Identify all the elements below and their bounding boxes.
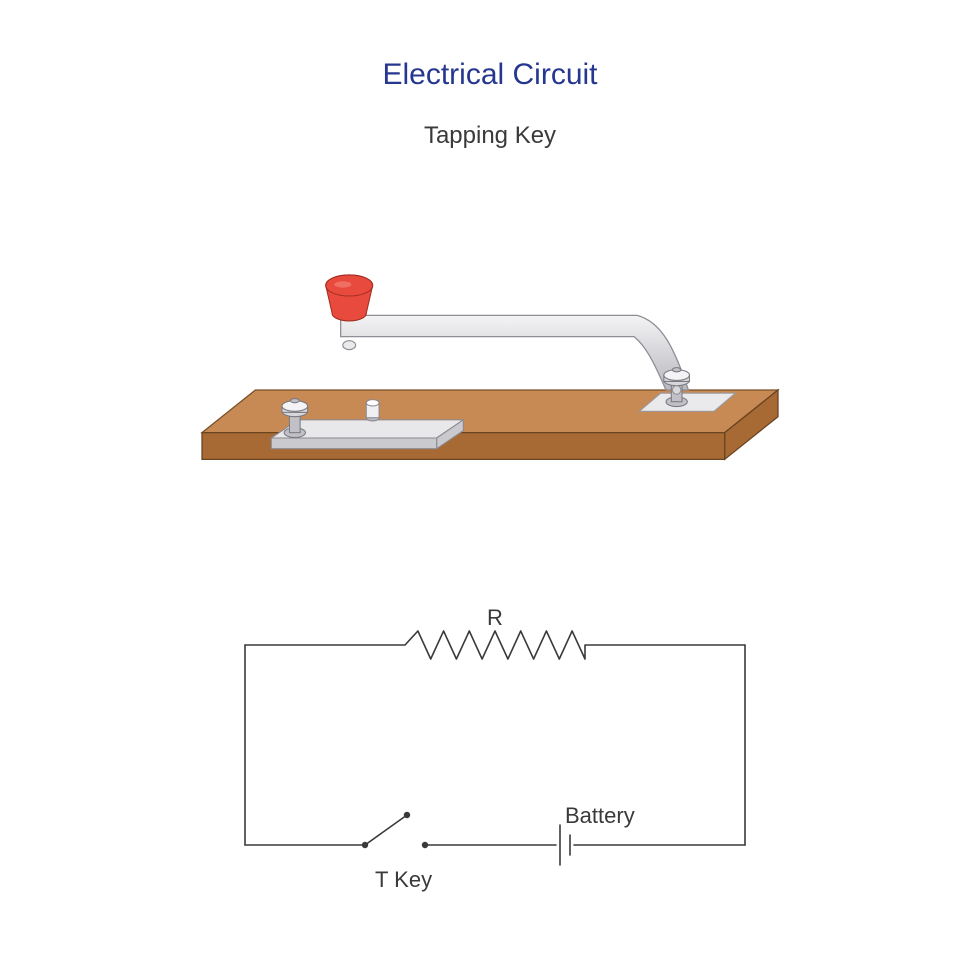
lever-pivot <box>672 386 681 395</box>
sub-title: Tapping Key <box>0 122 980 150</box>
battery-label: Battery <box>565 803 635 828</box>
lever-arm <box>341 315 689 390</box>
contact-bar-front <box>271 438 436 449</box>
switch-node-right <box>422 842 428 848</box>
tapping-key-illustration <box>170 230 810 550</box>
circuit-schematic: R Battery T Key <box>225 605 765 905</box>
switch-arm-tip <box>404 812 410 818</box>
resistor-label: R <box>487 605 503 630</box>
diagram-stage: Electrical Circuit Tapping Key R Battery T… <box>0 0 980 980</box>
wire-top-resistor <box>245 631 745 659</box>
switch-arm <box>365 815 407 845</box>
knob <box>326 275 373 321</box>
main-title: Electrical Circuit <box>0 58 980 92</box>
switch-label: T Key <box>375 867 432 892</box>
lever-contact-tip <box>343 341 356 350</box>
